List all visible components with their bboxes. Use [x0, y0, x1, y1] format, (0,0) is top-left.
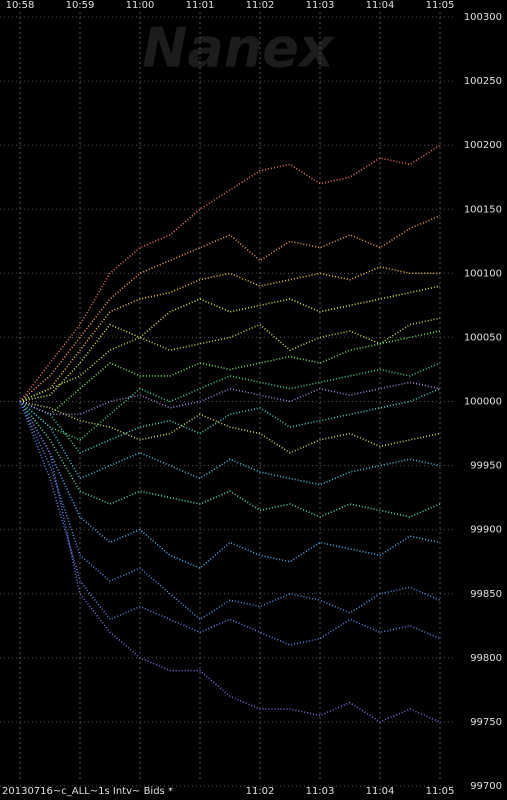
grid	[0, 12, 455, 787]
y-tick-label: 100150	[464, 204, 502, 215]
y-tick-label: 99850	[470, 589, 502, 600]
axis-labels: 99700 99750 99800 99850 99900 99950 100000 1000…	[6, 0, 502, 797]
y-tick-label: 100050	[464, 332, 502, 343]
series-line	[19, 401, 441, 518]
series-line	[19, 401, 441, 621]
x-tick-label: 10:59	[66, 0, 95, 11]
x-tick-label: 11:03	[306, 786, 335, 797]
x-tick-label: 11:05	[426, 786, 455, 797]
caption: 20130716~c_ALL~1s Intv~ Bids *	[2, 786, 173, 797]
x-tick-label: 11:02	[246, 0, 275, 11]
y-tick-label: 99700	[470, 781, 502, 792]
series-line	[19, 400, 441, 486]
x-tick-label: 10:58	[6, 0, 35, 11]
y-tick-label: 99800	[470, 653, 502, 664]
x-tick-label: 11:05	[426, 0, 455, 11]
series-line	[19, 144, 441, 402]
series-line	[19, 381, 441, 416]
y-tick-label: 99950	[470, 461, 502, 472]
x-tick-label: 11:04	[366, 786, 395, 797]
series-line	[19, 317, 441, 403]
plot-area	[19, 144, 441, 723]
series-line	[19, 285, 441, 403]
y-tick-label: 100300	[464, 12, 502, 23]
x-tick-label: 11:03	[306, 0, 335, 11]
y-tick-label: 100250	[464, 76, 502, 87]
y-tick-label: 99900	[470, 525, 502, 536]
series-line	[19, 401, 441, 723]
series-line	[19, 387, 441, 454]
y-tick-label: 100200	[464, 140, 502, 151]
x-tick-label: 11:02	[246, 786, 275, 797]
series-line	[19, 400, 441, 454]
x-tick-label: 11:00	[126, 0, 155, 11]
series-line	[19, 330, 441, 416]
watermark: Nanex	[142, 17, 336, 80]
y-tick-label: 100000	[464, 397, 502, 408]
y-tick-label: 99750	[470, 717, 502, 728]
y-tick-label: 100100	[464, 268, 502, 279]
x-tick-label: 11:01	[186, 0, 215, 11]
x-tick-label: 11:04	[366, 0, 395, 11]
